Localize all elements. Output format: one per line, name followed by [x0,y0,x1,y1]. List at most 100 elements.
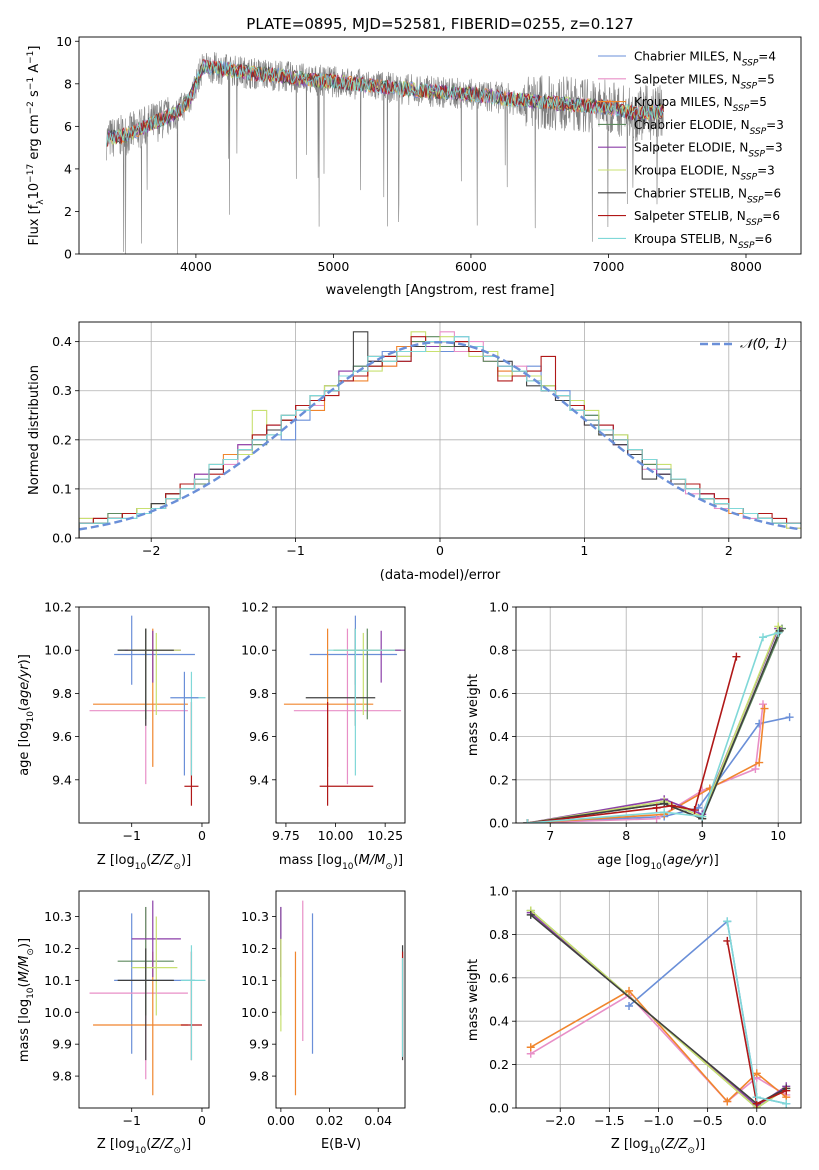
data-point [759,700,767,709]
error-bar-point [319,702,374,806]
y-tick-label: 9.8 [249,686,269,701]
data-point [660,808,669,817]
y-axis-label: Normed distribution [27,365,42,495]
legend-label: Chabrier STELIB, NSSP=6 [634,186,781,205]
legend: 𝒩(0, 1) [700,337,787,352]
x-tick-label: 1 [580,543,588,558]
y-tick-label: 10.2 [44,941,72,956]
data-point [690,806,699,815]
axes-massweight-vs-Z: −2.0 −1.5 −1.0 −0.5 0.0 0.0 0.2 0.4 0.6 0.8 1.0 Z [… [466,884,802,1156]
y-tick-label: 1.0 [489,600,509,615]
series [523,624,783,823]
error-bar-point [131,916,178,1016]
error-bar-point [333,628,402,720]
axes-frame [515,890,802,1109]
x-tick-label: 7000 [593,259,625,274]
plot-area [526,906,791,1108]
y-tick-label: 0.4 [489,729,509,744]
x-axis-label: mass [log10(M/M⊙)] [279,853,403,872]
x-tick-label: 8 [622,828,630,843]
y-tick-label: 10 [56,34,72,49]
data-point [785,713,794,722]
legend-label: Chabrier ELODIE, NSSP=3 [634,118,784,137]
x-tick-label: 9.75 [272,828,300,843]
x-tick-label: 10.00 [318,828,354,843]
y-tick-label: 9.9 [249,1037,269,1052]
series [523,628,783,823]
error-bar-point [293,628,402,785]
series-line [527,630,781,823]
axes-spectrum: 4000 5000 6000 7000 8000 0 2 4 6 8 10 PLATE=0895, M… [26,15,802,298]
series [723,917,791,1108]
x-tick-label: −1.0 [643,1113,673,1128]
y-tick-label: 10.1 [44,973,72,988]
y-tick-label: 9.8 [52,1069,72,1084]
plot-area [283,615,405,806]
y-tick-label: 10.2 [241,600,269,615]
data-point [698,812,707,821]
x-tick-label: 9 [698,828,706,843]
y-tick-label: 0.2 [489,1057,509,1072]
x-axis-label: E(B-V) [321,1137,361,1152]
axes-residuals: −2 −1 0 1 2 0.0 0.1 0.2 0.3 0.4 (data-model)/error… [27,321,802,583]
y-axis-label: Flux [fλ10−17 erg cm−2 s−1 A−1] [26,46,46,246]
axes-frame [78,606,210,824]
data-point [625,986,634,995]
data-point [755,758,764,767]
x-tick-label: 2 [725,543,733,558]
x-tick-label: 0.04 [364,1113,392,1128]
error-bar-point [327,628,396,776]
x-tick-label: −2.0 [545,1113,575,1128]
y-tick-label: 10.1 [241,973,269,988]
axes-frame [78,36,802,255]
data-point [774,628,783,637]
y-axis-label: age [log10(age/yr)] [17,654,36,776]
x-tick-label: 4000 [180,259,212,274]
y-tick-label: 0.6 [489,970,509,985]
y-axis-label: mass [log10(M/M⊙)] [17,938,36,1062]
axes-frame [78,890,210,1109]
data-point [752,1093,761,1102]
normal-curve [79,340,801,531]
series [523,626,784,823]
y-tick-label: 10.0 [44,1005,72,1020]
model-spectrum-line [106,60,664,147]
data-point [782,1086,791,1095]
plot-area [89,900,206,1096]
error-bar-point [180,945,206,1061]
data-point [723,1097,732,1106]
y-tick-label: 9.4 [249,772,269,787]
axes-age-vs-mass: 9.75 10.00 10.25 9.4 9.6 9.8 10.0 10.2 mass [log… [241,600,406,872]
y-tick-label: 9.9 [52,1037,72,1052]
legend-label: Salpeter STELIB, NSSP=6 [634,209,780,228]
legend-label: 𝒩(0, 1) [740,337,787,352]
model-spectrum-line [106,60,664,147]
error-bar-point [333,632,396,715]
x-axis-label: Z [log10(Z/Z⊙)] [611,1137,705,1156]
legend-label: Kroupa ELODIE, NSSP=3 [634,164,775,183]
data-point [526,1043,535,1052]
x-axis-label: Z [log10(Z/Z⊙)] [97,1137,191,1156]
series [523,622,783,823]
x-tick-label: 7 [546,828,554,843]
y-tick-label: 9.8 [249,1069,269,1084]
y-tick-label: 10.2 [44,600,72,615]
axes-mass-vs-EBV: 0.00 0.02 0.04 9.8 9.9 10.0 10.1 10.2 10.3 E(B-V) [241,890,406,1152]
plot-area [79,331,801,538]
x-tick-label: 0 [198,828,206,843]
data-point [723,917,732,926]
axes-age-vs-Z: −1 0 9.4 9.6 9.8 10.0 10.2 Z [log10(Z/Z⊙)] age [… [17,600,210,872]
data-point [732,652,741,661]
error-bar-point [93,951,188,1096]
plot-area [106,52,664,254]
x-tick-label: 0.02 [316,1113,344,1128]
y-tick-label: 0.8 [489,643,509,658]
x-axis-label: age [log10(age/yr)] [597,853,719,872]
data-point [526,910,535,919]
x-tick-label: 0 [198,1113,206,1128]
y-tick-label: 0.0 [489,816,509,831]
x-tick-label: −0.5 [692,1113,722,1128]
error-bar-point [124,630,181,683]
y-tick-label: 0.0 [489,1101,509,1116]
